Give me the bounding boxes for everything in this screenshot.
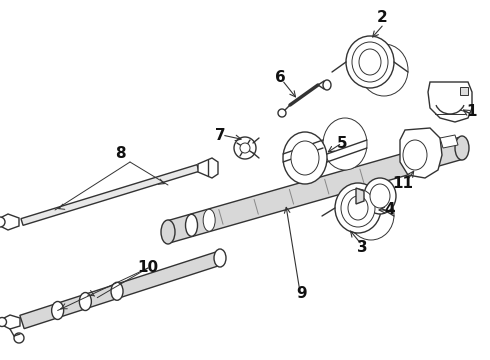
Ellipse shape <box>51 301 64 319</box>
Polygon shape <box>4 315 20 329</box>
Ellipse shape <box>348 190 394 240</box>
Ellipse shape <box>0 318 6 327</box>
Text: 4: 4 <box>385 202 395 217</box>
Polygon shape <box>460 87 468 95</box>
Polygon shape <box>21 165 199 225</box>
Text: 2: 2 <box>377 10 388 26</box>
Ellipse shape <box>323 118 367 170</box>
Ellipse shape <box>203 209 215 231</box>
Ellipse shape <box>370 184 390 208</box>
Ellipse shape <box>359 49 381 75</box>
Ellipse shape <box>403 140 427 170</box>
Text: 1: 1 <box>467 104 477 120</box>
Ellipse shape <box>341 189 375 227</box>
Text: 11: 11 <box>392 175 414 190</box>
Polygon shape <box>198 158 218 178</box>
Polygon shape <box>2 214 19 230</box>
Ellipse shape <box>0 217 5 227</box>
Text: 9: 9 <box>296 287 307 302</box>
Ellipse shape <box>348 196 368 220</box>
Ellipse shape <box>240 143 250 153</box>
Text: 10: 10 <box>137 261 159 275</box>
Ellipse shape <box>360 44 408 96</box>
Ellipse shape <box>352 42 388 82</box>
Ellipse shape <box>335 183 381 233</box>
Ellipse shape <box>234 137 256 159</box>
Polygon shape <box>356 188 364 204</box>
Ellipse shape <box>79 293 91 311</box>
Text: 3: 3 <box>357 240 368 256</box>
Ellipse shape <box>214 249 226 267</box>
Text: 6: 6 <box>274 71 285 85</box>
Text: 5: 5 <box>337 135 347 150</box>
Text: 7: 7 <box>215 127 225 143</box>
Ellipse shape <box>364 178 396 214</box>
Polygon shape <box>20 251 222 329</box>
Ellipse shape <box>283 132 327 184</box>
Ellipse shape <box>455 136 469 160</box>
Polygon shape <box>400 128 442 178</box>
Ellipse shape <box>186 214 197 236</box>
Polygon shape <box>440 135 458 148</box>
Ellipse shape <box>111 282 123 300</box>
Polygon shape <box>428 82 472 122</box>
Ellipse shape <box>346 36 394 88</box>
Text: 8: 8 <box>115 145 125 161</box>
Ellipse shape <box>291 141 319 175</box>
Ellipse shape <box>161 220 175 244</box>
Polygon shape <box>165 138 465 243</box>
